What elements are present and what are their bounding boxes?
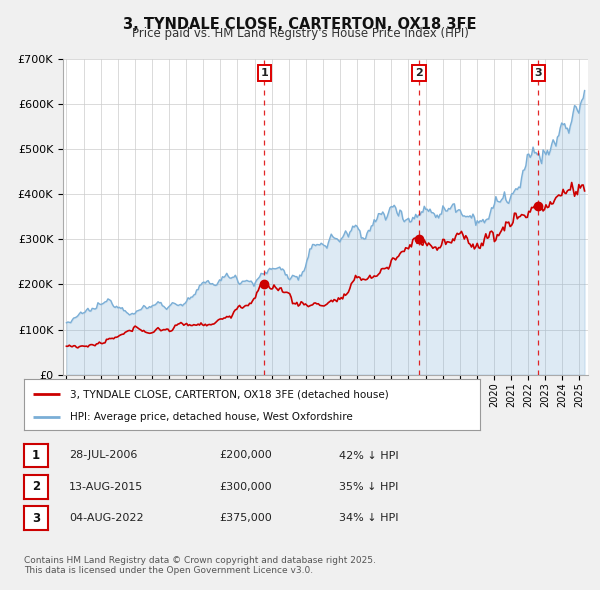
Text: Contains HM Land Registry data © Crown copyright and database right 2025.
This d: Contains HM Land Registry data © Crown c… (24, 556, 376, 575)
Text: HPI: Average price, detached house, West Oxfordshire: HPI: Average price, detached house, West… (70, 412, 352, 422)
Text: 34% ↓ HPI: 34% ↓ HPI (339, 513, 398, 523)
Text: 1: 1 (260, 68, 268, 78)
Text: £375,000: £375,000 (219, 513, 272, 523)
Text: 1: 1 (32, 449, 40, 462)
Text: 2: 2 (415, 68, 423, 78)
Text: Price paid vs. HM Land Registry's House Price Index (HPI): Price paid vs. HM Land Registry's House … (131, 27, 469, 40)
Text: 28-JUL-2006: 28-JUL-2006 (69, 451, 137, 460)
Text: 35% ↓ HPI: 35% ↓ HPI (339, 482, 398, 491)
Text: 3, TYNDALE CLOSE, CARTERTON, OX18 3FE (detached house): 3, TYNDALE CLOSE, CARTERTON, OX18 3FE (d… (70, 389, 388, 399)
Text: 3, TYNDALE CLOSE, CARTERTON, OX18 3FE: 3, TYNDALE CLOSE, CARTERTON, OX18 3FE (123, 17, 477, 31)
Text: 04-AUG-2022: 04-AUG-2022 (69, 513, 143, 523)
Text: 42% ↓ HPI: 42% ↓ HPI (339, 451, 398, 460)
Text: 3: 3 (535, 68, 542, 78)
Text: 3: 3 (32, 512, 40, 525)
Text: £200,000: £200,000 (219, 451, 272, 460)
Text: 2: 2 (32, 480, 40, 493)
Text: £300,000: £300,000 (219, 482, 272, 491)
Text: 13-AUG-2015: 13-AUG-2015 (69, 482, 143, 491)
